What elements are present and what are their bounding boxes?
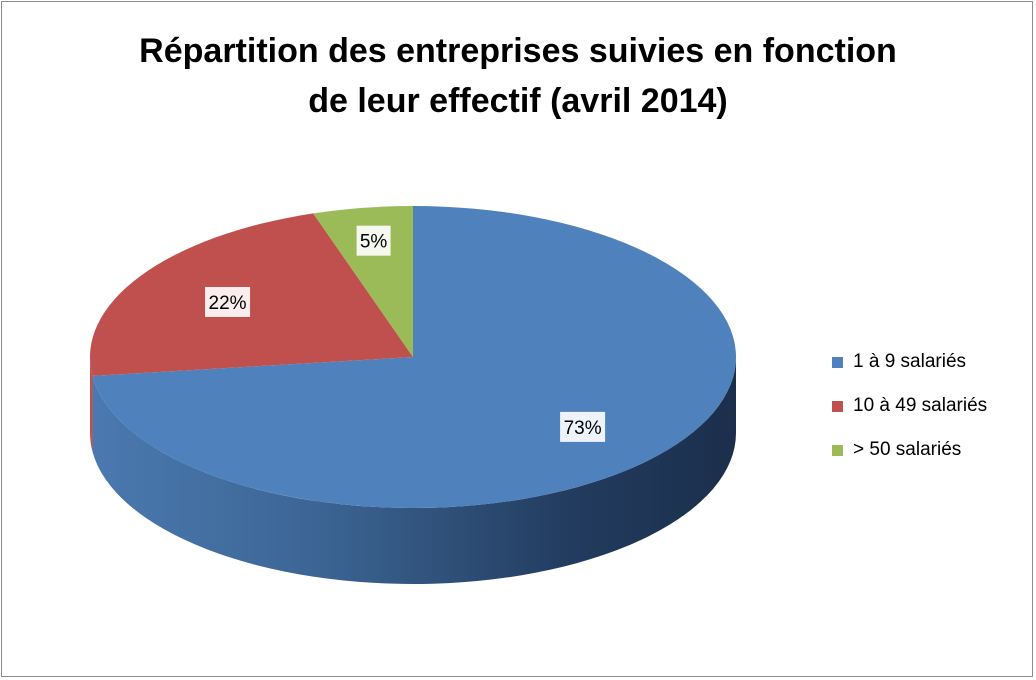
chart-title-line-2: de leur effectif (avril 2014) [308,82,728,120]
legend-label: 10 à 49 salariés [853,395,988,416]
data-label-box [560,411,606,442]
legend-item-10-a-49: 10 à 49 salariés [832,384,987,428]
legend-item-plus-50: > 50 salariés [832,428,987,472]
chart-title-line-1: Répartition des entreprises suivies en f… [139,32,897,70]
data-label-1-a-9: 73% [560,411,606,442]
data-label-box [356,225,391,256]
data-label-text: 22% [209,293,247,314]
chart-title: Répartition des entreprises suivies en f… [0,26,1036,126]
pie-side-10-a-49 [90,357,93,452]
legend-item-1-a-9: 1 à 9 salariés [832,340,987,384]
pie-side-1-a-9 [92,357,737,584]
data-label-text: 73% [564,418,602,439]
legend-label: 1 à 9 salariés [853,351,967,372]
legend-swatch [832,400,843,412]
legend-swatch [832,356,843,368]
legend: 1 à 9 salariés 10 à 49 salariés > 50 sal… [832,340,987,472]
data-label-text: 5% [360,232,388,253]
legend-label: > 50 salariés [853,439,962,460]
pie-slice-10-a-49 [90,213,413,376]
data-label-10-a-49: 22% [205,286,251,317]
legend-swatch [832,444,843,456]
data-label-box [205,286,251,317]
data-label-plus-50: 5% [356,225,391,256]
